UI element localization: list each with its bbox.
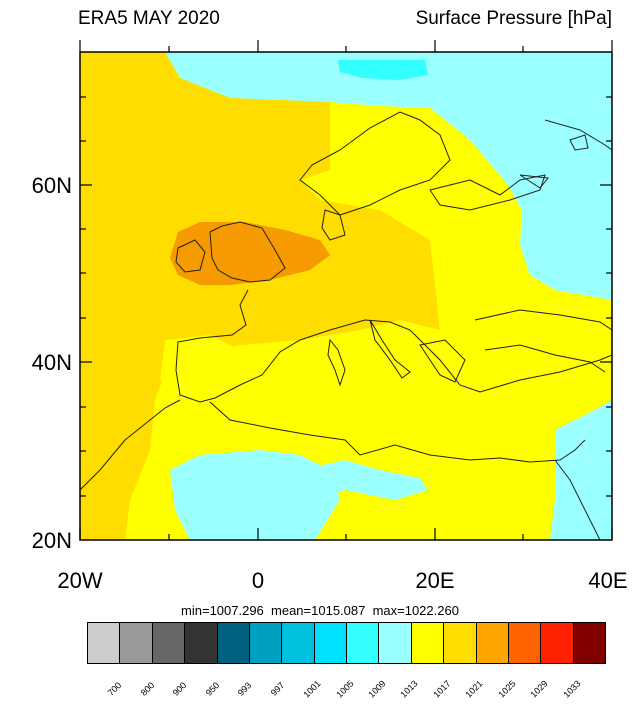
colorbar-swatch <box>185 623 218 663</box>
field-1009-sahara <box>170 450 340 540</box>
colorbar-tick-label: 900 <box>170 680 189 698</box>
lon-label-20w: 20W <box>57 568 103 593</box>
colorbar-swatch <box>411 623 445 663</box>
colorbar-tick-label: 1009 <box>366 678 388 700</box>
colorbar <box>87 622 606 664</box>
colorbar-tick-label: 1013 <box>398 678 421 700</box>
colorbar-swatch <box>347 623 380 663</box>
lat-label-60n: 60N <box>31 173 72 198</box>
pressure-map <box>79 40 613 541</box>
colorbar-tick-label: 993 <box>235 680 254 698</box>
coastlines <box>80 111 612 540</box>
map-title-right: Surface Pressure [hPa] <box>415 8 612 29</box>
colorbar-tick-label: 700 <box>106 680 124 698</box>
field-statistics: min=1007.296 mean=1015.087 max=1022.260 <box>181 603 459 618</box>
field-1013-iberia <box>160 335 240 405</box>
lat-label-40n: 40N <box>31 350 72 375</box>
colorbar-tick-label: 1021 <box>463 678 485 700</box>
colorbar-tick-label: 1001 <box>301 678 323 700</box>
colorbar-swatch <box>444 623 477 663</box>
colorbar-tick-label: 800 <box>138 680 157 698</box>
map-title-left: ERA5 MAY 2020 <box>78 8 220 29</box>
colorbar-swatch <box>508 623 542 663</box>
colorbar-tick-label: 1029 <box>528 678 550 700</box>
lon-label-20e: 20E <box>415 568 455 593</box>
colorbar-swatch <box>217 623 250 663</box>
axis-ticks <box>79 40 613 540</box>
colorbar-tick-label: 1017 <box>431 678 453 700</box>
field-1005-patch <box>338 60 428 80</box>
field-1017 <box>80 52 440 540</box>
field-1009-sahara-east <box>300 460 428 500</box>
colorbar-swatch <box>573 623 605 663</box>
colorbar-swatch <box>88 623 121 663</box>
colorbar-swatch <box>120 623 153 663</box>
colorbar-tick-label: 1033 <box>560 678 583 700</box>
colorbar-swatch <box>476 623 509 663</box>
colorbar-tick-label: 1025 <box>496 678 518 700</box>
colorbar-swatch <box>541 623 574 663</box>
lon-label-0: 0 <box>251 568 265 593</box>
colorbar-swatch <box>379 623 412 663</box>
colorbar-tick-label: 950 <box>203 680 222 698</box>
colorbar-swatch <box>249 623 283 663</box>
field-1009-north <box>165 52 612 300</box>
colorbar-swatch <box>314 623 347 663</box>
lon-label-40e: 40E <box>588 568 628 593</box>
pressure-field <box>80 52 612 540</box>
colorbar-swatch <box>152 623 186 663</box>
lat-label-20n: 20N <box>31 528 72 553</box>
colorbar-tick-label: 997 <box>268 680 286 698</box>
colorbar-swatch <box>282 623 315 663</box>
field-1009-southeast <box>550 400 612 540</box>
colorbar-tick-label: 1005 <box>333 678 356 700</box>
